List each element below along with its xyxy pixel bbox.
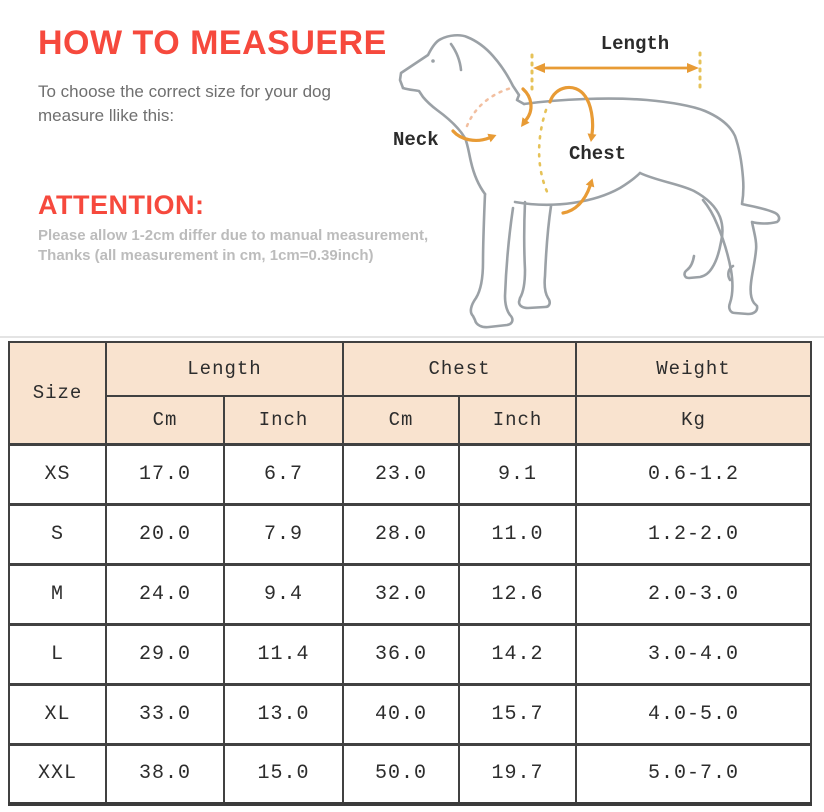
col-header-chest-inch: Inch [458, 395, 577, 445]
size-cell: XS [8, 442, 107, 506]
length-cm-cell: 17.0 [105, 442, 225, 506]
weight-kg-cell: 1.2-2.0 [575, 502, 812, 566]
neck-arrowhead-right [487, 133, 497, 143]
weight-kg-cell: 0.6-1.2 [575, 442, 812, 506]
dog-ear-line [449, 42, 463, 72]
length-cm-cell: 33.0 [105, 682, 225, 746]
length-inch-cell: 15.0 [223, 742, 344, 806]
dog-front-leg-near [469, 192, 515, 329]
neck-arrow-down [521, 87, 533, 122]
neck-dashed-arc [465, 86, 513, 128]
dog-measuring-diagram: Length Neck Chest [385, 10, 824, 340]
length-guide-lines [530, 51, 702, 95]
length-cm-cell: 24.0 [105, 562, 225, 626]
weight-kg-cell: 2.0-3.0 [575, 562, 812, 626]
chest-inch-cell: 11.0 [458, 502, 577, 566]
size-cell: XXL [8, 742, 107, 806]
weight-kg-cell: 5.0-7.0 [575, 742, 812, 806]
subtitle-line-1: To choose the correct size for your dog [38, 82, 331, 101]
table-row-xxl: XXL 38.0 15.0 50.0 19.7 5.0-7.0 [8, 742, 812, 806]
chest-cm-cell: 50.0 [342, 742, 460, 806]
dog-sketch [398, 33, 781, 329]
table-row-s: S 20.0 7.9 28.0 11.0 1.2-2.0 [8, 502, 812, 566]
length-inch-cell: 7.9 [223, 502, 344, 566]
length-arrow [533, 63, 699, 73]
table-row-xl: XL 33.0 13.0 40.0 15.7 4.0-5.0 [8, 682, 812, 746]
dog-outline [398, 33, 781, 329]
chest-inch-cell: 14.2 [458, 622, 577, 686]
dog-belly-line [513, 171, 642, 207]
chest-cm-cell: 32.0 [342, 562, 460, 626]
dog-front-leg-far [517, 200, 553, 310]
col-header-weight-kg: Kg [575, 395, 812, 445]
attention-line-1: Please allow 1-2cm differ due to manual … [38, 227, 429, 244]
length-cm-cell: 38.0 [105, 742, 225, 806]
chest-inch-cell: 19.7 [458, 742, 577, 806]
size-cell: L [8, 622, 107, 686]
chest-cm-cell: 36.0 [342, 622, 460, 686]
col-header-length: Length [105, 341, 344, 397]
chest-cm-cell: 28.0 [342, 502, 460, 566]
col-header-weight: Weight [575, 341, 812, 397]
weight-kg-cell: 4.0-5.0 [575, 682, 812, 746]
dog-head-outline [398, 33, 526, 106]
chest-cm-cell: 23.0 [342, 442, 460, 506]
subtitle: To choose the correct size for your dog … [38, 80, 338, 128]
attention-note: Please allow 1-2cm differ due to manual … [38, 226, 438, 266]
col-header-length-inch: Inch [223, 395, 344, 445]
chest-inch-cell: 15.7 [458, 682, 577, 746]
chest-dotted-arc [537, 108, 550, 196]
length-inch-cell: 6.7 [223, 442, 344, 506]
page-title: HOW TO MEASUERE [38, 24, 387, 62]
chest-arrow-lower [561, 184, 592, 215]
length-label: Length [600, 33, 670, 55]
length-cm-cell: 20.0 [105, 502, 225, 566]
neck-arrow-right [451, 129, 491, 142]
chest-arrowhead-up [585, 178, 595, 188]
dog-rear-leg-near [638, 171, 724, 280]
chest-inch-cell: 12.6 [458, 562, 577, 626]
chest-arrowhead-down [587, 133, 597, 142]
dog-eye [431, 59, 435, 63]
section-divider [0, 336, 824, 338]
length-inch-cell: 13.0 [223, 682, 344, 746]
chest-arrows [548, 85, 595, 215]
attention-title: ATTENTION: [38, 190, 205, 220]
size-cell: M [8, 562, 107, 626]
neck-arrowhead-down [521, 117, 530, 127]
attention-line-2: Thanks (all measurement in cm, 1cm=0.39i… [38, 247, 374, 264]
chest-inch-cell: 9.1 [458, 442, 577, 506]
col-header-chest: Chest [342, 341, 577, 397]
chest-arrow-upper [548, 85, 595, 136]
neck-label: Neck [393, 129, 439, 151]
size-cell: XL [8, 682, 107, 746]
table-row-xs: XS 17.0 6.7 23.0 9.1 0.6-1.2 [8, 442, 812, 506]
table-row-l: L 29.0 11.4 36.0 14.2 3.0-4.0 [8, 622, 812, 686]
chest-cm-cell: 40.0 [342, 682, 460, 746]
length-inch-cell: 9.4 [223, 562, 344, 626]
subtitle-line-2: measure llike this: [38, 106, 175, 125]
table-row-m: M 24.0 9.4 32.0 12.6 2.0-3.0 [8, 562, 812, 626]
col-header-length-cm: Cm [105, 395, 225, 445]
length-inch-cell: 11.4 [223, 622, 344, 686]
length-cm-cell: 29.0 [105, 622, 225, 686]
dog-back-tail-outline [522, 97, 781, 316]
weight-kg-cell: 3.0-4.0 [575, 622, 812, 686]
col-header-chest-cm: Cm [342, 395, 460, 445]
dog-toe-detail [727, 264, 735, 282]
size-cell: S [8, 502, 107, 566]
col-header-size: Size [8, 341, 107, 445]
neck-arrows [451, 87, 533, 142]
dog-chest-front-outline [401, 86, 487, 196]
chest-label: Chest [569, 143, 627, 165]
size-table: Size Length Chest Weight Cm Inch Cm Inch… [8, 341, 812, 806]
